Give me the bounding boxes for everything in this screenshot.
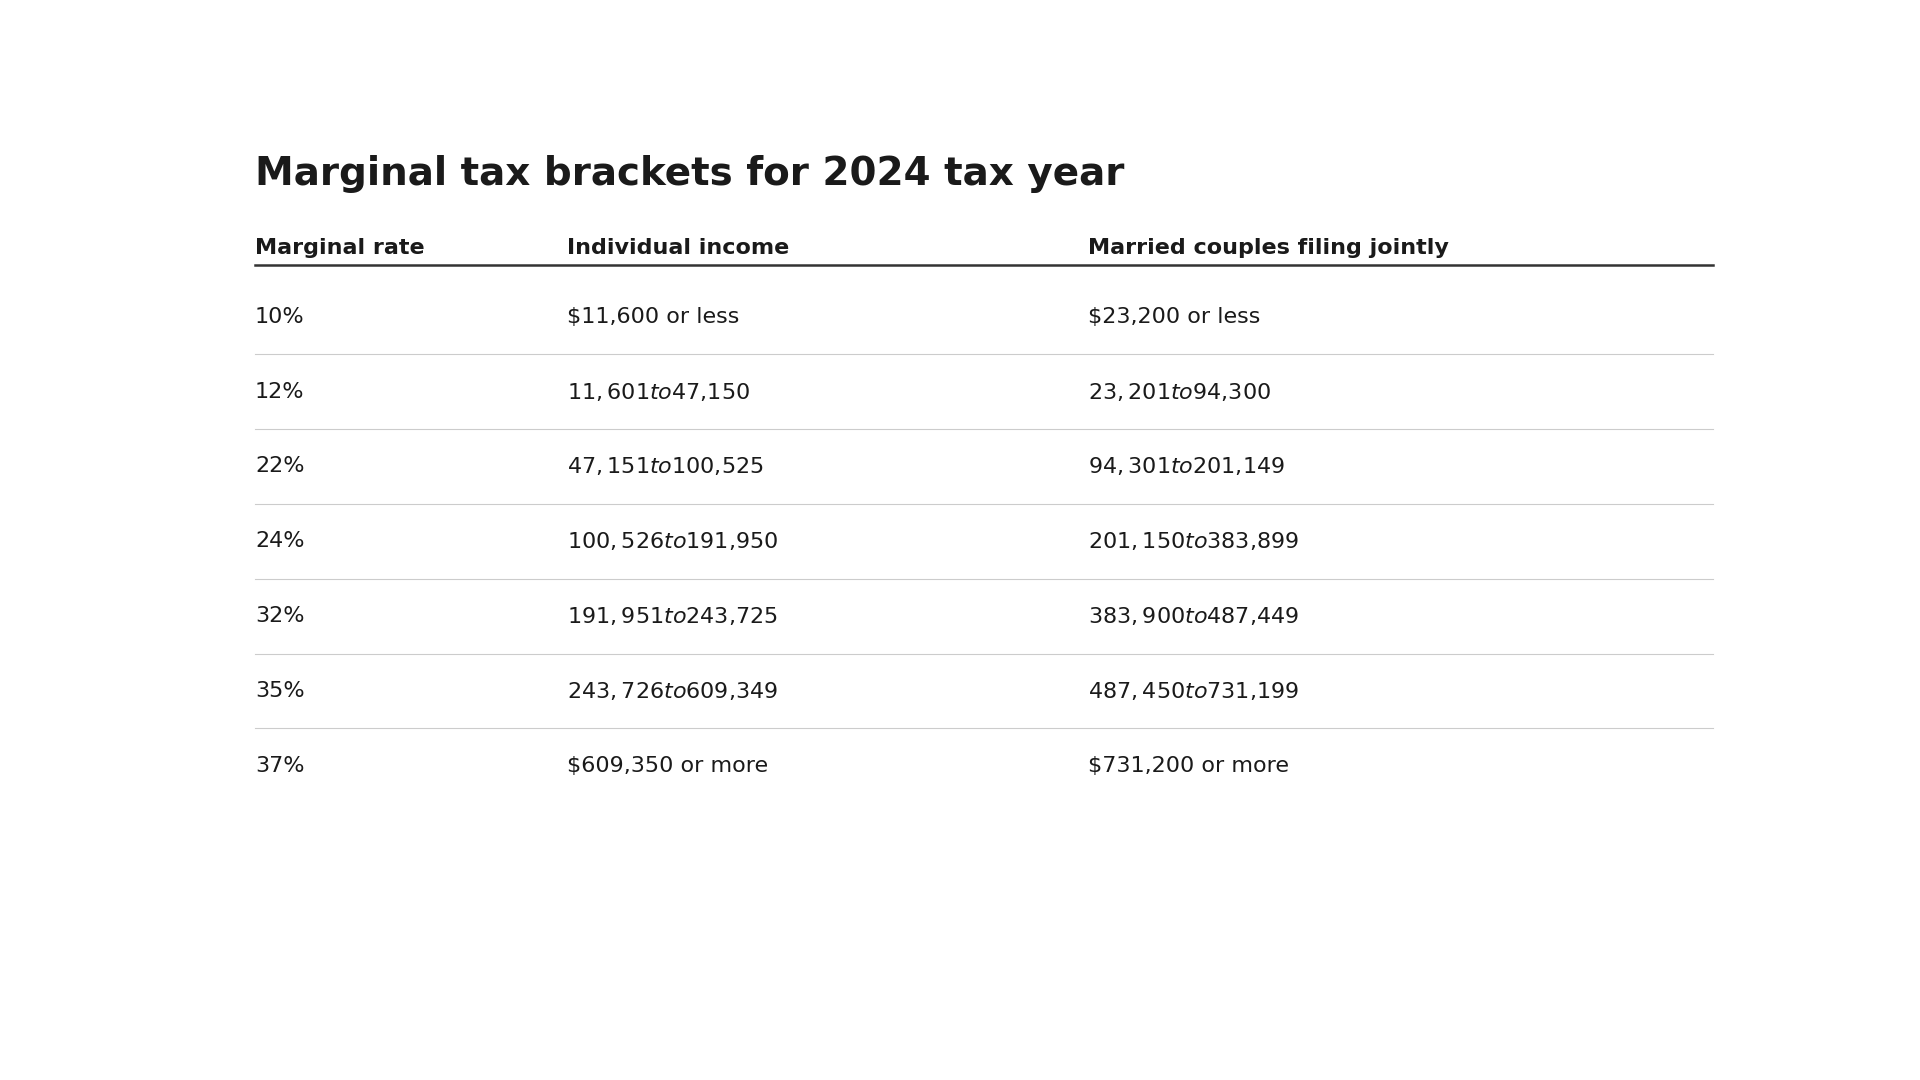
Text: $191,951 to $243,725: $191,951 to $243,725 <box>568 605 778 627</box>
Text: Individual income: Individual income <box>568 239 789 258</box>
Text: 12%: 12% <box>255 381 305 402</box>
Text: 37%: 37% <box>255 756 305 775</box>
Text: $609,350 or more: $609,350 or more <box>568 756 768 775</box>
Text: 22%: 22% <box>255 457 305 476</box>
Text: 32%: 32% <box>255 606 305 626</box>
Text: $23,201 to $94,300: $23,201 to $94,300 <box>1089 380 1271 403</box>
Text: $23,200 or less: $23,200 or less <box>1089 307 1261 327</box>
Text: Married couples filing jointly: Married couples filing jointly <box>1089 239 1450 258</box>
Text: $731,200 or more: $731,200 or more <box>1089 756 1288 775</box>
Text: $47,151 to $100,525: $47,151 to $100,525 <box>568 456 764 477</box>
Text: 24%: 24% <box>255 531 305 551</box>
Text: $201,150 to $383,899: $201,150 to $383,899 <box>1089 530 1300 552</box>
Text: Marginal tax brackets for 2024 tax year: Marginal tax brackets for 2024 tax year <box>255 154 1125 192</box>
Text: $11,601 to $47,150: $11,601 to $47,150 <box>568 380 751 403</box>
Text: 35%: 35% <box>255 680 305 701</box>
Text: $100,526 to $191,950: $100,526 to $191,950 <box>568 530 780 552</box>
Text: $383,900 to $487,449: $383,900 to $487,449 <box>1089 605 1300 627</box>
Text: 10%: 10% <box>255 307 305 327</box>
Text: Marginal rate: Marginal rate <box>255 239 424 258</box>
Text: $11,600 or less: $11,600 or less <box>568 307 739 327</box>
Text: $94,301 to $201,149: $94,301 to $201,149 <box>1089 456 1284 477</box>
Text: $487,450 to $731,199: $487,450 to $731,199 <box>1089 680 1300 702</box>
Text: $243,726 to $609,349: $243,726 to $609,349 <box>568 680 778 702</box>
